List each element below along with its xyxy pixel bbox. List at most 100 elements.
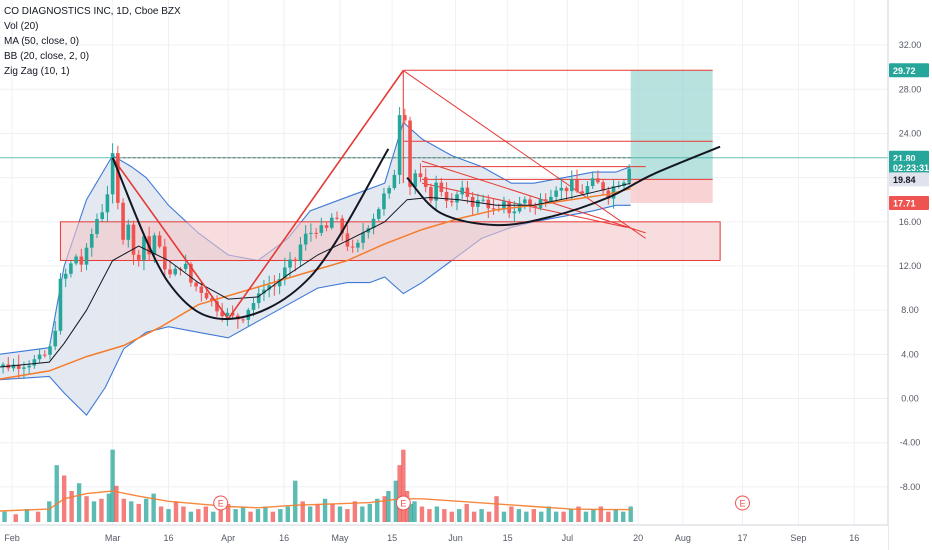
volume-bar-85 [606,511,611,522]
volume-bar-73 [516,509,522,522]
volume-bar-33 [240,506,246,522]
legend-symbol[interactable]: CO DIAGNOSTICS INC, 1D, Cboe BZX [4,6,181,17]
volume-bar-27 [196,509,201,522]
volume-bar-44 [322,498,328,522]
volume-bar-54 [393,480,399,522]
candle-body-40 [189,263,193,283]
volume-bar-66 [464,503,469,522]
volume-bar-42 [307,506,313,522]
candle-body-105 [528,199,532,207]
volume-bar-15 [110,449,115,522]
earnings-marker-0 [213,495,229,511]
candle-body-89 [444,192,449,201]
volume-bar-88 [628,506,633,522]
x-tick-label-14: 16 [849,533,859,543]
candle-body-75 [371,218,376,229]
volume-bar-26 [188,511,194,522]
volume-bar-55 [397,465,402,522]
candle-body-81 [403,115,407,121]
candle-body-30 [136,254,141,260]
candle-body-101 [507,201,511,214]
volume-bar-4 [24,509,30,522]
candle-body-17 [69,263,73,274]
candle-body-48 [230,312,235,316]
x-tick-label-13: Sep [790,533,806,543]
candle-body-35 [163,246,167,270]
candle-body-84 [418,173,423,178]
volume-bar-75 [531,509,536,522]
candle-body-124 [627,168,631,183]
candle-body-14 [53,330,58,347]
candle-body-16 [63,273,68,279]
volume-bar-77 [546,506,551,522]
candle-body-13 [48,346,52,355]
candle-body-68 [335,217,339,219]
candle-body-36 [168,269,172,275]
candle-body-6 [11,364,16,369]
legend-bb[interactable]: BB (20, close, 2, 0) [4,51,90,62]
y-tick-label-4: 16.00 [899,217,922,227]
candle-body-19 [79,256,84,265]
volume-bar-22 [158,506,164,522]
candle-body-26 [116,153,120,203]
candle-body-11 [37,354,42,360]
candle-body-52 [251,303,256,310]
candle-body-77 [382,193,386,210]
volume-bar-30 [218,509,223,522]
candle-body-79 [392,174,397,189]
candle-body-95 [476,200,480,207]
candle-body-47 [225,312,230,317]
legend-zigzag[interactable]: Zig Zag (10, 1) [4,66,70,77]
volume-bar-35 [255,509,261,522]
candle-body-33 [152,235,157,255]
candle-body-88 [439,182,444,193]
candle-body-123 [622,182,626,186]
legend-volume[interactable]: Vol (20) [4,21,39,32]
candle-body-61 [298,244,303,262]
candle-body-70 [345,233,350,247]
volume-bar-13 [99,498,104,522]
price-axis-background [888,0,932,550]
volume-bar-21 [151,493,156,522]
x-tick-label-0: Feb [4,533,20,543]
candle-body-80 [397,115,402,175]
candle-body-31 [142,236,146,260]
price-tag-3 [889,172,929,187]
candle-body-27 [121,202,125,240]
volume-bar-20 [143,498,149,522]
candle-body-98 [491,208,496,210]
volume-bar-25 [181,506,186,522]
candle-body-43 [204,292,209,299]
x-tick-label-11: Aug [675,533,691,543]
volume-bar-6 [47,501,52,522]
volume-bar-37 [270,511,276,522]
price-tag-label-4: 17.71 [893,198,916,208]
y-tick-label-6: 8.00 [901,305,919,315]
volume-bar-11 [84,496,89,522]
candle-body-34 [157,235,162,247]
candle-body-112 [564,187,569,192]
y-tick-label-0: 32.00 [899,40,922,50]
candle-body-83 [413,173,418,187]
volume-bar-47 [345,509,350,522]
x-tick-label-6: 15 [387,533,397,543]
volume-bar-16 [114,485,119,522]
cup-curve-1 [406,145,721,227]
candle-body-10 [32,359,37,366]
volume-bar-49 [360,506,365,522]
legend-ma[interactable]: MA (50, close, 0) [4,36,80,47]
candle-body-8 [22,367,26,369]
earnings-marker-2 [734,495,750,511]
candle-body-116 [585,186,590,194]
candle-body-87 [434,182,438,201]
time-axis-background [0,525,888,550]
volume-bar-45 [330,503,335,522]
candle-body-90 [449,200,454,203]
volume-bar-38 [278,509,283,522]
volume-bar-79 [561,511,566,522]
candle-body-44 [209,298,214,302]
candle-body-65 [319,225,324,233]
candle-body-78 [387,188,391,194]
